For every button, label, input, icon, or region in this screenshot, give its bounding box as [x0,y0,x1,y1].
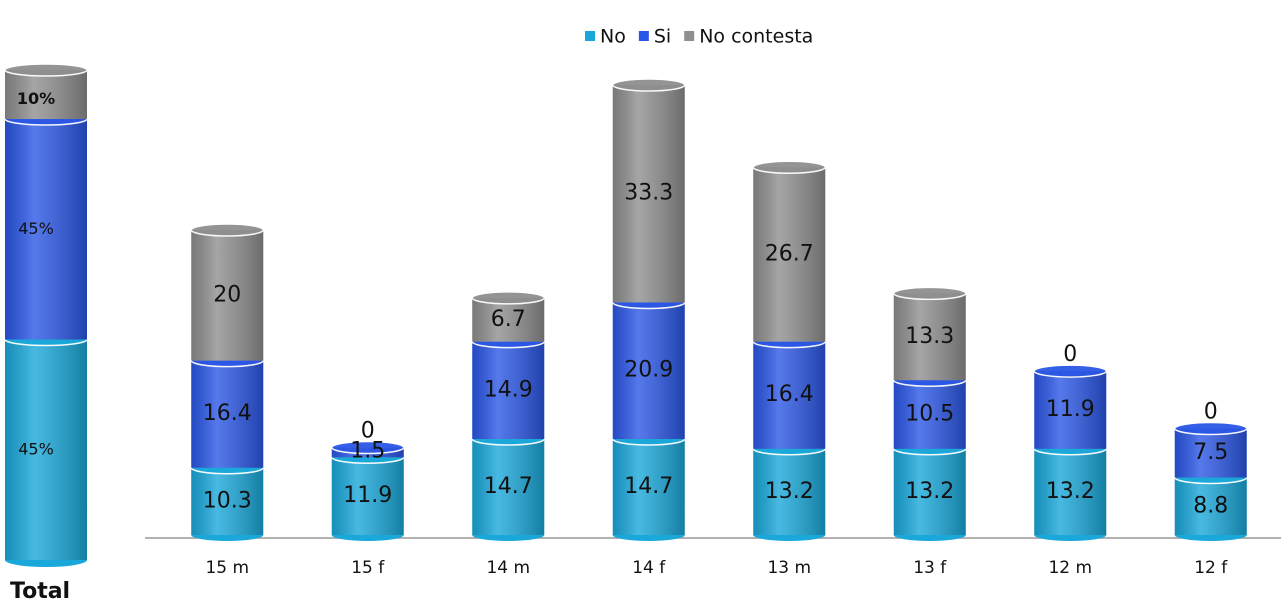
bar-shade [472,341,545,439]
segment-edge [190,223,264,237]
legend-label: Si [654,26,671,48]
x-tick-label: 14 m [486,558,530,578]
segment-label: 13.3 [905,324,954,349]
segment-edge [1033,364,1107,378]
segment-label: 33.3 [624,181,673,206]
bar-shade [1034,371,1107,449]
segment-label: 10.3 [203,488,252,513]
segment-edge [612,78,686,92]
bar-shade [612,302,685,439]
segment-edge [1174,421,1248,436]
segment-edge [331,440,405,455]
bar-shade [1034,448,1107,535]
bar-shade [753,448,826,535]
segment-label: 11.9 [1046,397,1095,422]
bar-shade [331,457,404,535]
legend-swatch [585,31,595,41]
segment-label: 0 [361,418,375,443]
x-tick-label: 15 f [351,558,385,578]
segment-label: 26.7 [765,241,814,266]
bar-shade [893,293,966,381]
segment-label: 11.9 [343,483,392,508]
bar-shade [472,297,545,342]
segment-label: 45% [18,219,54,238]
segment-label: 10.5 [905,401,954,426]
segment-label: 14.7 [484,474,533,499]
bar-shade [5,119,87,340]
x-tick-label: 13 m [767,558,811,578]
x-tick-label: 15 m [205,558,249,578]
x-tick-label: 12 f [1194,558,1228,578]
segment-label: 10% [17,89,55,108]
legend-label: No [600,26,626,48]
segment-label: 8.8 [1193,493,1228,518]
bar-shade [191,467,264,535]
segment-label: 16.4 [765,382,814,407]
segment-label: 1.5 [350,438,385,463]
bar-shade [1174,428,1247,478]
segment-edge [4,63,88,77]
segment-edge [893,286,967,301]
bar-shade [893,380,966,449]
legend-swatch [638,31,649,41]
chart-title: Total [10,579,70,604]
segment-label: 20 [213,282,241,307]
legend-swatch [684,31,695,41]
bar-shade [472,438,545,535]
bar-shade [893,448,966,535]
segment-label: 7.5 [1193,440,1228,465]
bar-shade [191,229,264,361]
segment-label: 13.2 [765,479,814,504]
segment-label: 6.7 [491,307,526,332]
segment-label: 16.4 [203,401,252,426]
bar-shade [753,341,826,449]
x-tick-label: 14 f [632,558,666,578]
bar-shade [1174,477,1247,535]
segment-edge [471,291,545,305]
segment-edge [752,160,826,175]
legend-label: No contesta [699,26,813,48]
segment-label: 14.7 [624,474,673,499]
bar-shade [5,339,87,560]
segment-label: 13.2 [1046,479,1095,504]
bar-shade [5,70,87,119]
segment-label: 0 [1204,400,1218,425]
segment-label: 13.2 [905,479,954,504]
bar-shade [612,438,685,535]
segment-label: 14.9 [484,377,533,402]
segment-label: 20.9 [624,358,673,383]
x-tick-label: 12 m [1048,558,1092,578]
bar-shade [612,85,685,303]
segment-label: 0 [1063,342,1077,367]
segment-label: 45% [18,439,54,458]
bar-shade [191,360,264,468]
x-tick-label: 13 f [913,558,947,578]
bar-shade [753,167,826,342]
